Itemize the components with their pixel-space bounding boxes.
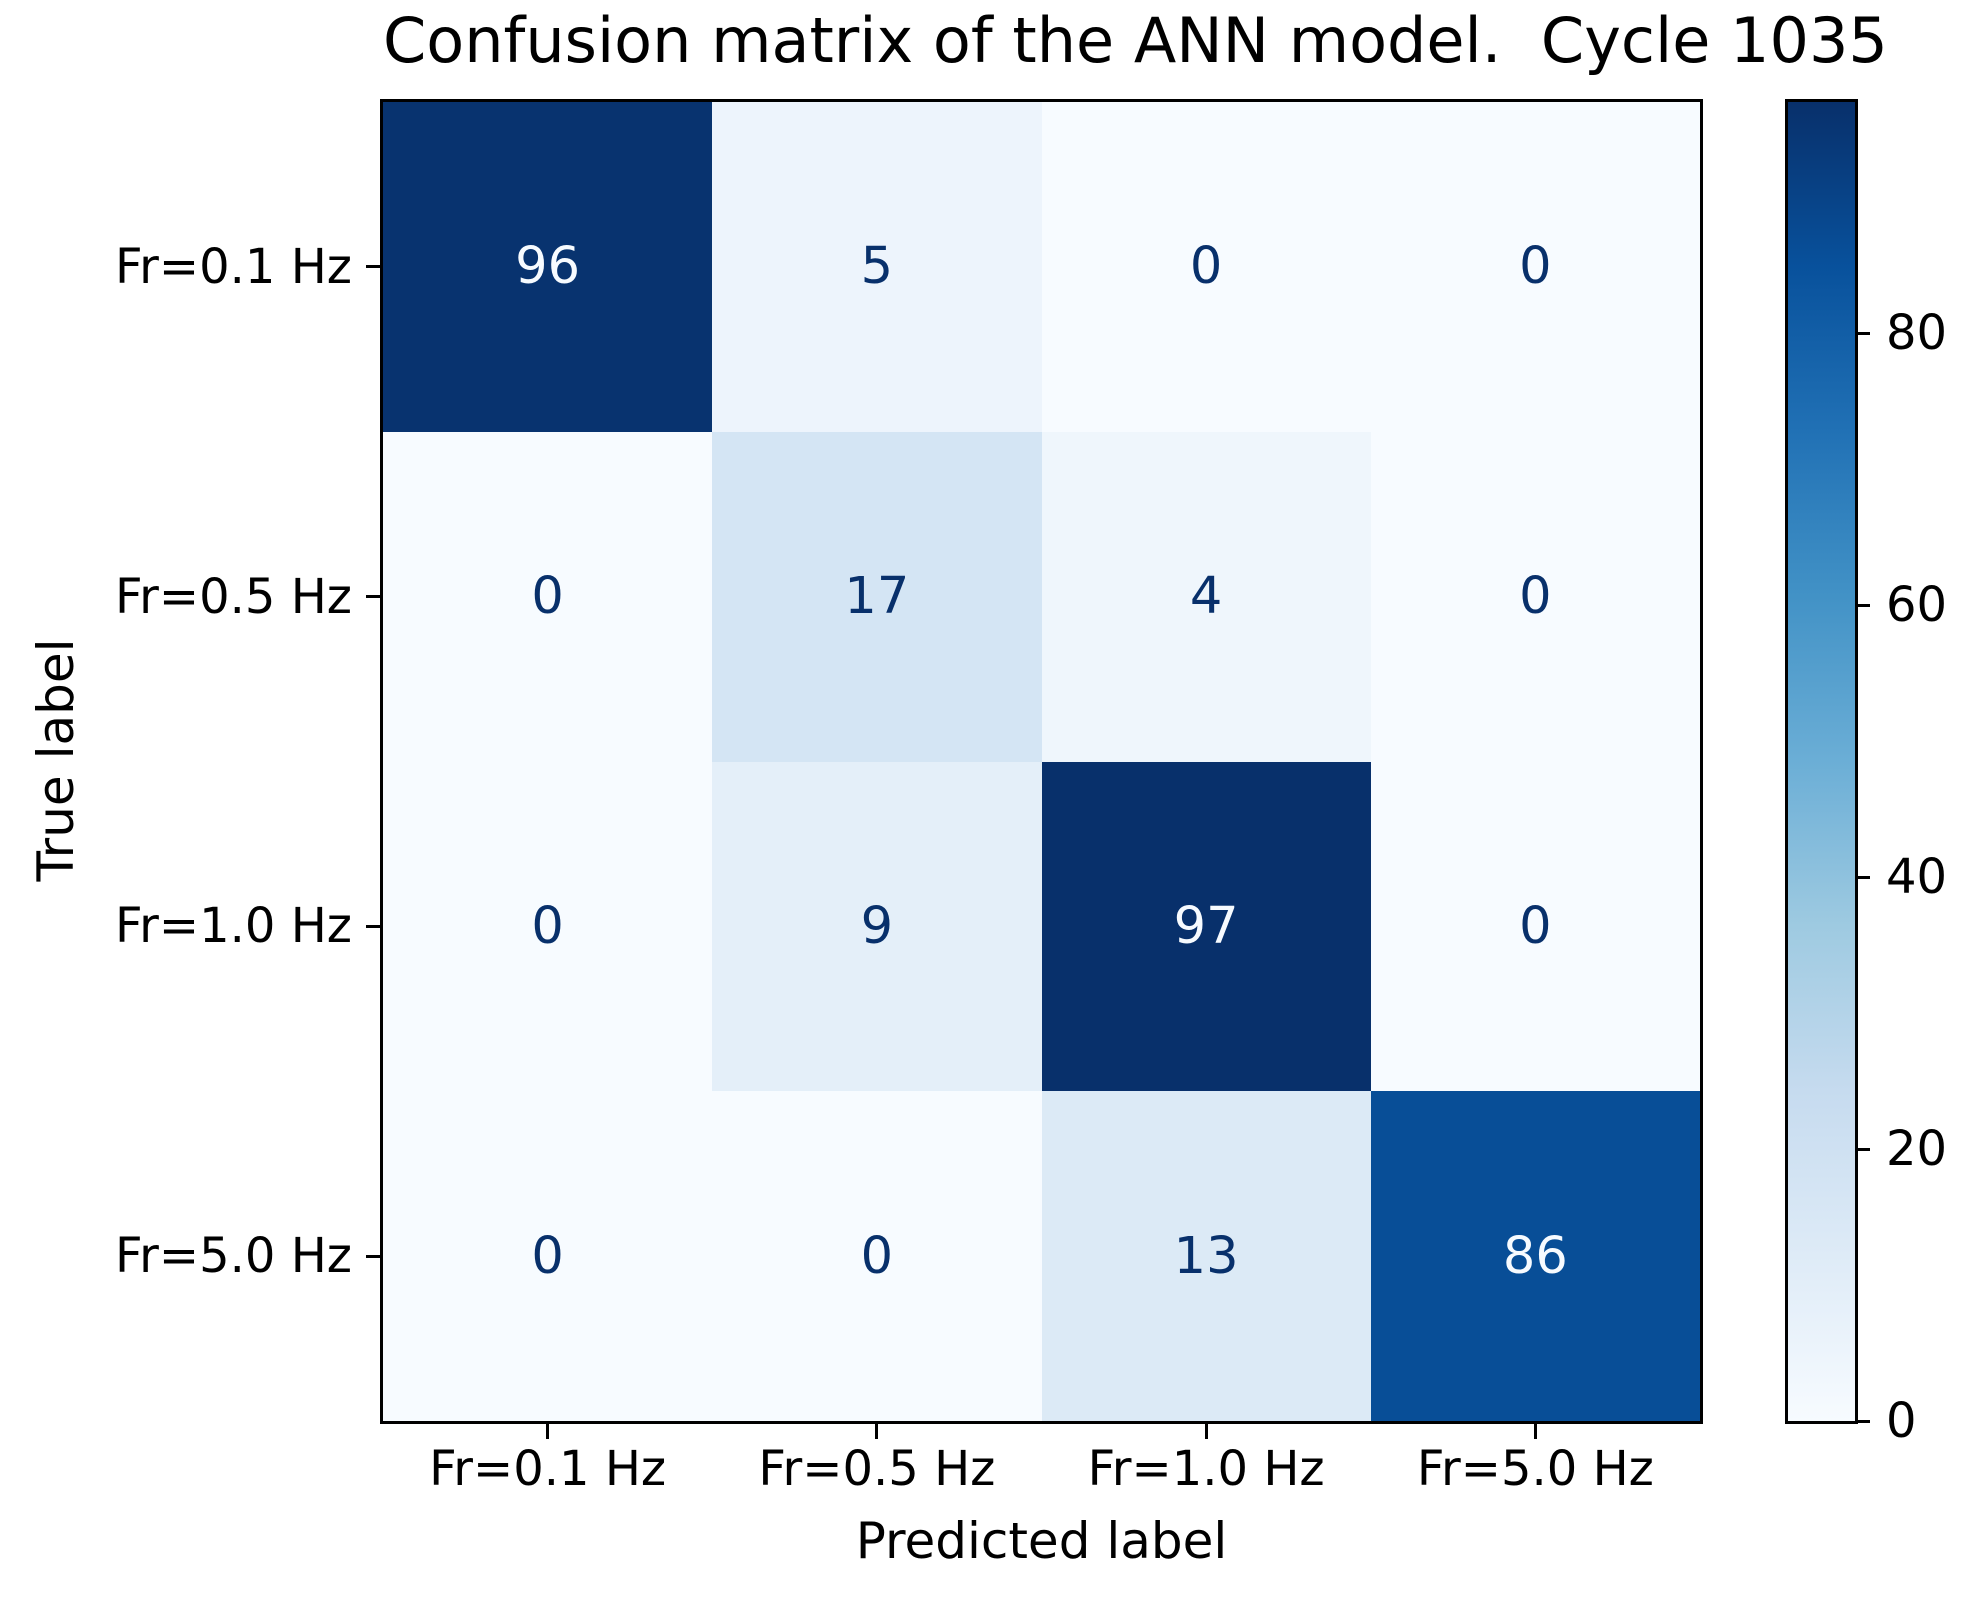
colorbar-tick-label-60: 60 bbox=[1886, 577, 1948, 634]
colorbar-tick-mark bbox=[1855, 1147, 1870, 1151]
colorbar-tick-label-40: 40 bbox=[1886, 849, 1948, 906]
x-tick-mark bbox=[1533, 1424, 1537, 1439]
x-tick-mark bbox=[1204, 1424, 1208, 1439]
matrix-cell-r1c1: 17 bbox=[712, 431, 1042, 762]
matrix-cell-r3c1: 0 bbox=[712, 1091, 1042, 1421]
y-tick-label-2: Fr=1.0 Hz bbox=[115, 898, 352, 955]
matrix-cell-r0c3: 0 bbox=[1370, 102, 1700, 432]
y-tick-mark bbox=[366, 595, 381, 599]
colorbar-tick-mark bbox=[1855, 331, 1870, 335]
y-tick-label-0: Fr=0.1 Hz bbox=[115, 238, 352, 295]
matrix-cell-r3c0: 0 bbox=[383, 1091, 713, 1421]
colorbar-tick-mark bbox=[1855, 875, 1870, 879]
matrix-cell-r1c3: 0 bbox=[1370, 431, 1700, 762]
matrix-cell-r3c2: 13 bbox=[1041, 1091, 1371, 1421]
x-tick-label-3: Fr=5.0 Hz bbox=[1416, 1441, 1654, 1497]
matrix-cell-r2c3: 0 bbox=[1370, 761, 1700, 1092]
x-tick-label-2: Fr=1.0 Hz bbox=[1087, 1441, 1325, 1497]
matrix-cell-r3c3: 86 bbox=[1370, 1091, 1700, 1421]
matrix-cell-r0c1: 5 bbox=[712, 102, 1042, 432]
x-tick-label-0: Fr=0.1 Hz bbox=[429, 1441, 667, 1497]
y-tick-mark bbox=[366, 265, 381, 269]
y-tick-label-3: Fr=5.0 Hz bbox=[115, 1228, 352, 1285]
y-tick-mark bbox=[366, 924, 381, 928]
y-tick-mark bbox=[366, 1254, 381, 1258]
colorbar-tick-label-0: 0 bbox=[1886, 1393, 1917, 1449]
matrix-cell-r2c1: 9 bbox=[712, 761, 1042, 1092]
matrix-cell-r1c2: 4 bbox=[1041, 431, 1371, 762]
matrix-cell-r0c0: 96 bbox=[383, 102, 713, 432]
colorbar-tick-mark bbox=[1855, 603, 1870, 607]
heatmap-plot-area: 96 5 0 0 0 17 4 0 0 9 97 0 0 0 13 86 bbox=[380, 99, 1703, 1424]
x-tick-mark bbox=[546, 1424, 550, 1439]
matrix-cell-r1c0: 0 bbox=[383, 431, 713, 762]
y-axis-label: True label bbox=[27, 638, 85, 882]
x-tick-label-1: Fr=0.5 Hz bbox=[758, 1441, 996, 1497]
y-tick-label-1: Fr=0.5 Hz bbox=[115, 568, 352, 625]
colorbar-tick-label-20: 20 bbox=[1886, 1121, 1948, 1178]
x-tick-mark bbox=[875, 1424, 879, 1439]
colorbar bbox=[1785, 99, 1858, 1424]
colorbar-tick-mark bbox=[1855, 1419, 1870, 1423]
matrix-cell-r0c2: 0 bbox=[1041, 102, 1371, 432]
chart-title: Confusion matrix of the ANN model. Cycle… bbox=[383, 4, 1888, 77]
matrix-cell-r2c0: 0 bbox=[383, 761, 713, 1092]
x-axis-label: Predicted label bbox=[855, 1512, 1228, 1570]
colorbar-tick-label-80: 80 bbox=[1886, 305, 1948, 362]
matrix-cell-r2c2: 97 bbox=[1041, 761, 1371, 1092]
